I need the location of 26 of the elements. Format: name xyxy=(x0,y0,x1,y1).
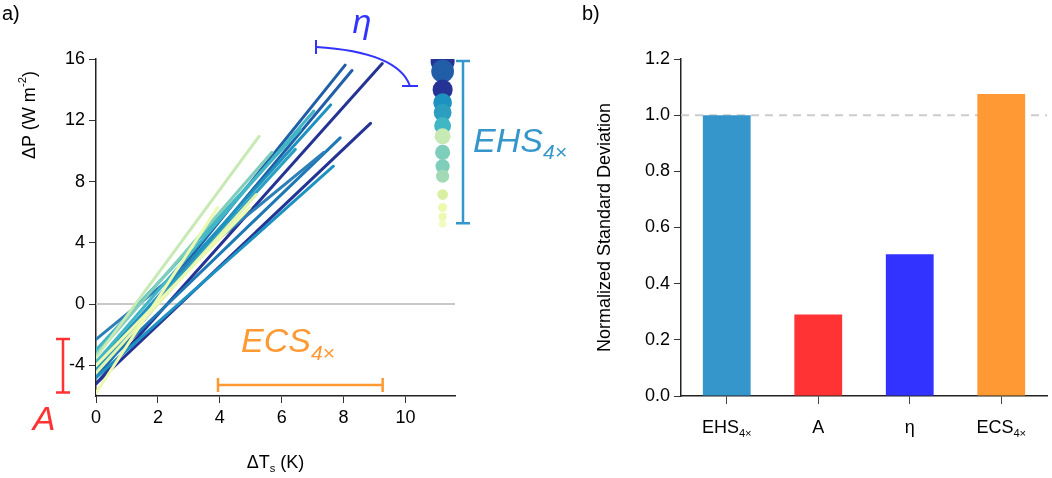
x-tick-label: 6 xyxy=(276,406,287,427)
y-tick-label: -4 xyxy=(68,354,85,375)
chart-title: b) xyxy=(582,1,600,24)
y-tick-label: 1.0 xyxy=(644,104,670,125)
x-tick-label: 10 xyxy=(395,406,416,427)
x-tick-label: η xyxy=(904,416,915,437)
y-tick-label: 0.8 xyxy=(644,160,670,181)
y-tick-label: 0 xyxy=(74,293,85,314)
y-tick-label: 4 xyxy=(74,231,85,252)
x-tick-label: 8 xyxy=(338,406,349,427)
chart-title: a) xyxy=(2,1,20,24)
y-tick-label: 1.2 xyxy=(644,47,670,68)
y-axis-title: ΔP (W m-2) xyxy=(16,71,39,159)
x-tick-label: 4 xyxy=(214,406,225,427)
y-tick-label: 12 xyxy=(64,109,85,130)
y-tick-label: 8 xyxy=(74,170,85,191)
x-tick-label: 0 xyxy=(90,406,102,427)
text: η xyxy=(352,2,372,41)
x-tick-label: 2 xyxy=(152,406,163,427)
y-tick-label: 0.4 xyxy=(644,272,670,293)
y-axis-title: Normalized Standard Deviation xyxy=(593,102,614,353)
y-tick-label: 0.0 xyxy=(644,384,670,405)
x-tick-label: A xyxy=(812,416,825,437)
y-tick-label: 0.2 xyxy=(644,328,670,349)
y-tick-label: 16 xyxy=(64,47,85,68)
y-tick-label: 0.6 xyxy=(644,216,670,237)
